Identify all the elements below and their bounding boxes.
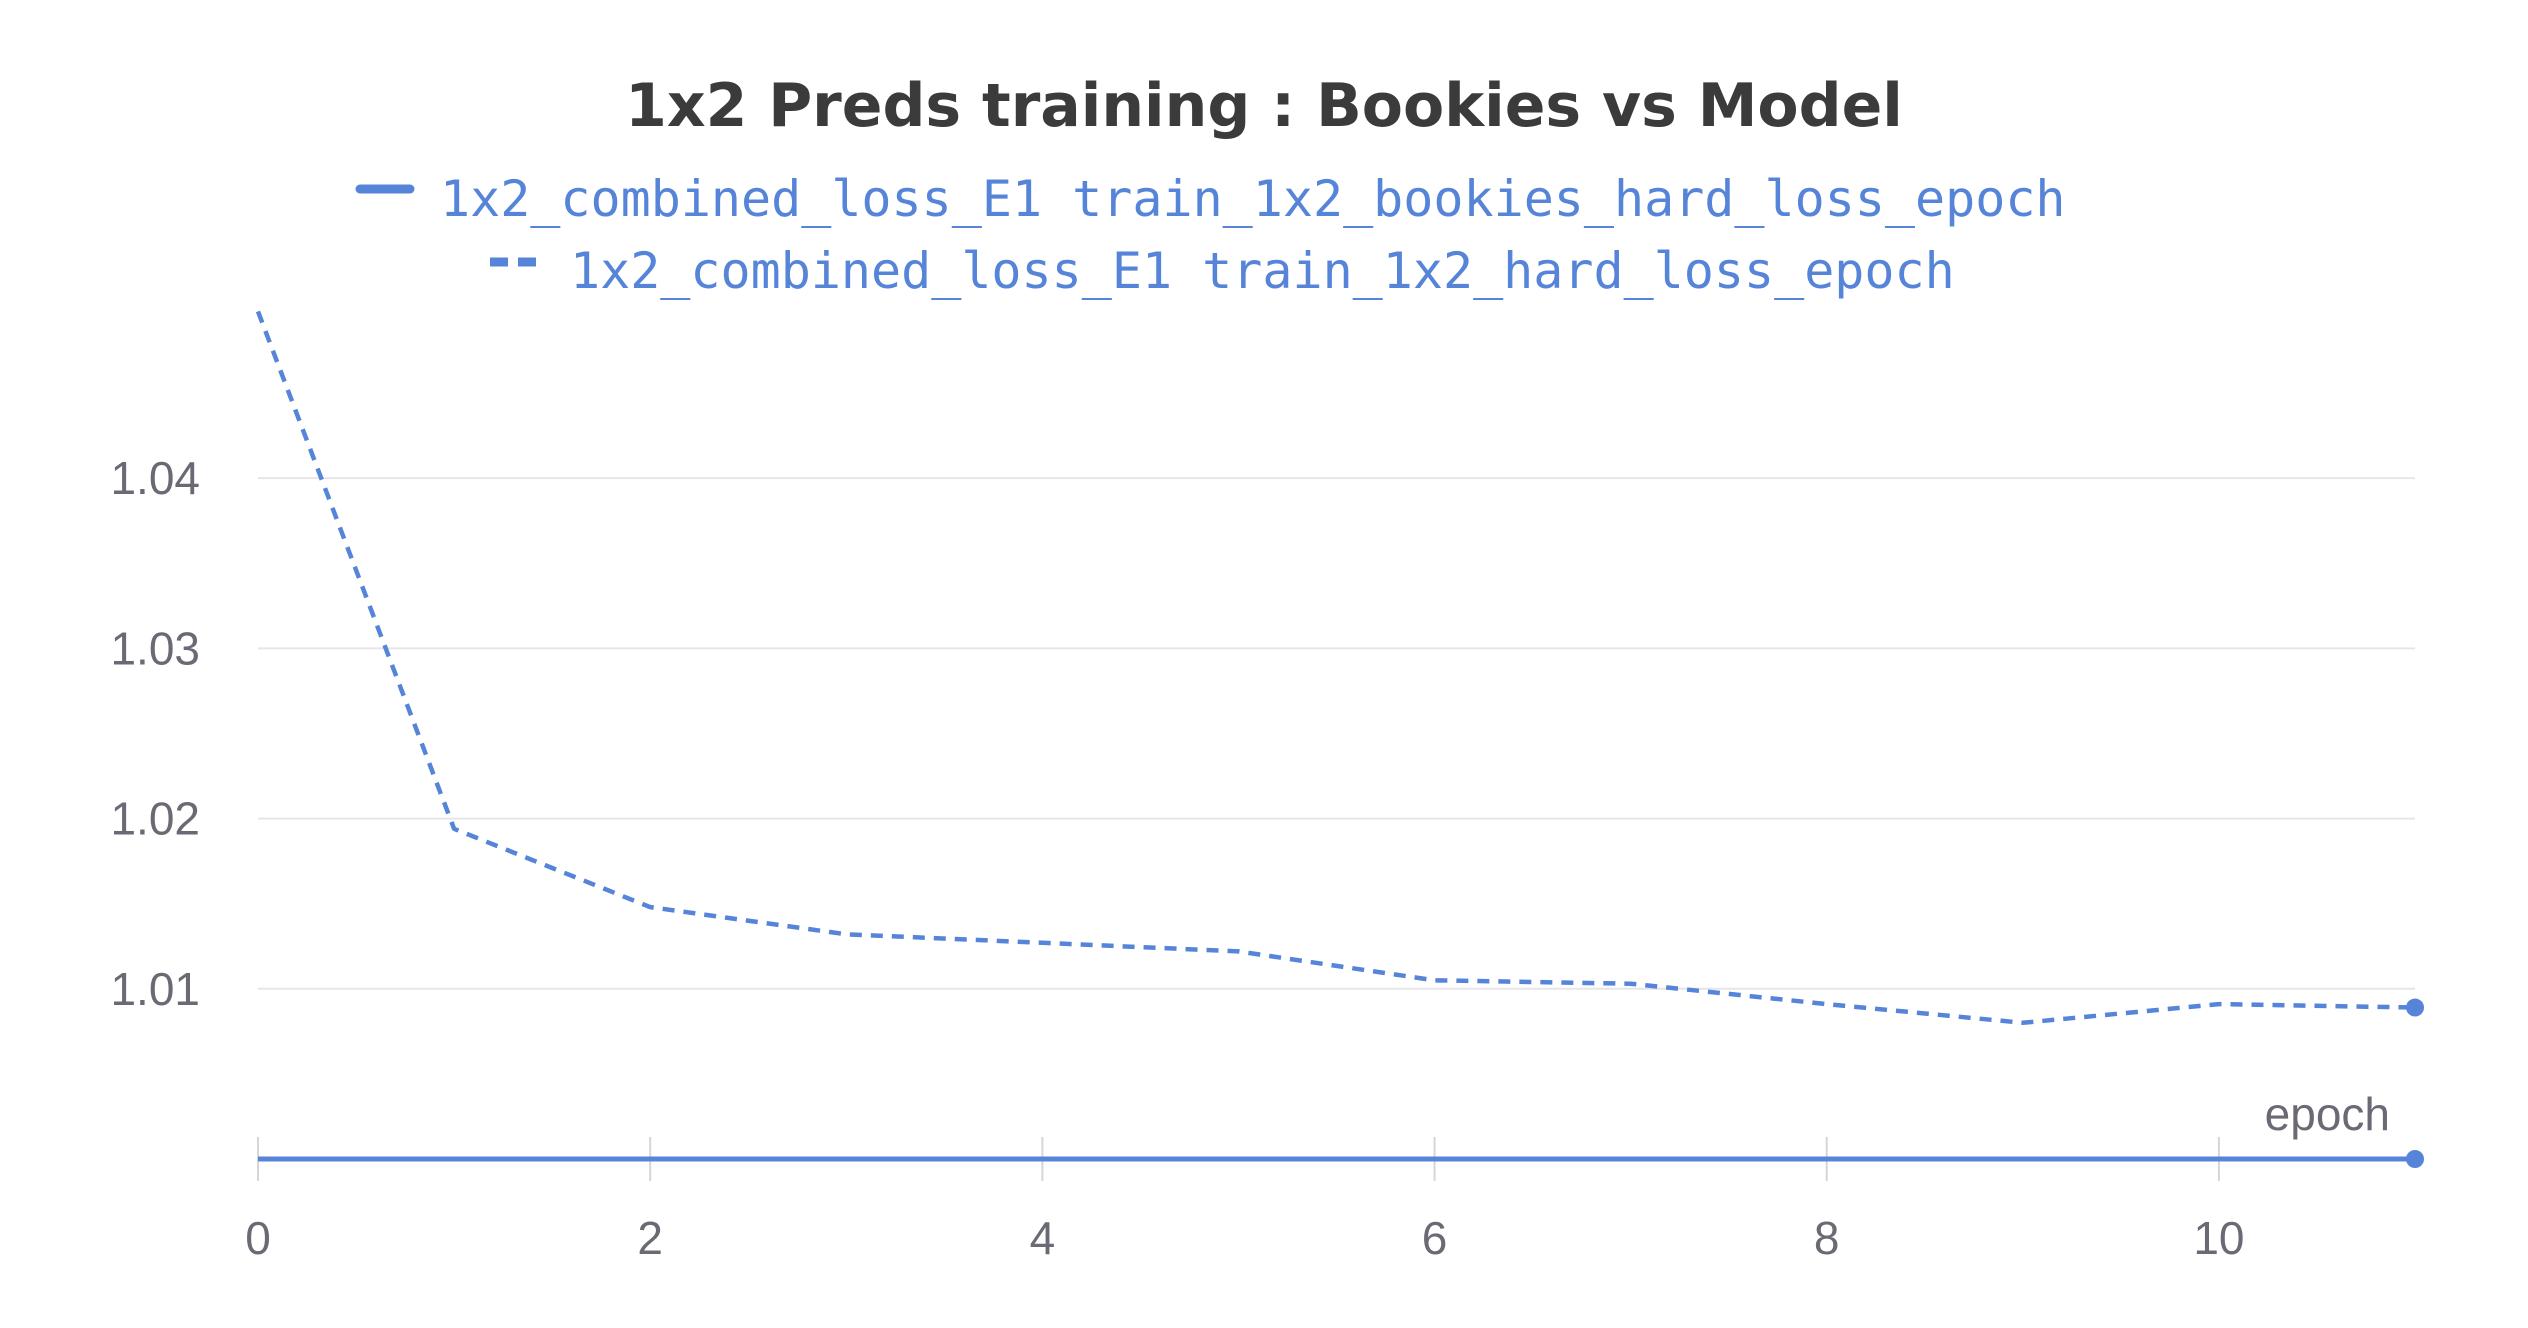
y-axis: 1.01 1.02 1.03 1.04 [110,452,200,1015]
chart-title: 1x2 Preds training : Bookies vs Model [625,71,1903,141]
series-line-2 [255,310,2416,1026]
x-tick-label: 4 [1030,1212,1056,1264]
x-tick-label: 0 [245,1212,271,1264]
y-tick-label: 1.01 [110,963,200,1015]
y-tick-label: 1.04 [110,452,200,504]
gridlines [258,477,2415,990]
x-axis: 0 2 4 6 8 10 [245,1137,2244,1264]
x-tick-label: 2 [637,1212,663,1264]
legend-item-series-2[interactable]: 1x2_combined_loss_E1 train_1x2_hard_loss… [490,242,1955,300]
x-tick-label: 6 [1422,1212,1448,1264]
legend-label-series-1: 1x2_combined_loss_E1 train_1x2_bookies_h… [440,170,2066,228]
x-axis-label: epoch [2265,1088,2390,1140]
y-tick-label: 1.03 [110,622,200,674]
plot-area [255,310,2424,1168]
legend-label-series-2: 1x2_combined_loss_E1 train_1x2_hard_loss… [570,242,1955,300]
legend-item-series-1[interactable]: 1x2_combined_loss_E1 train_1x2_bookies_h… [355,170,2066,228]
y-tick-label: 1.02 [110,793,200,845]
legend: 1x2_combined_loss_E1 train_1x2_bookies_h… [355,170,2066,300]
series-2-end-point [2406,998,2424,1017]
x-tick-label: 8 [1814,1212,1840,1264]
series-1-end-point [2406,1150,2424,1168]
x-tick-label: 10 [2193,1212,2244,1264]
